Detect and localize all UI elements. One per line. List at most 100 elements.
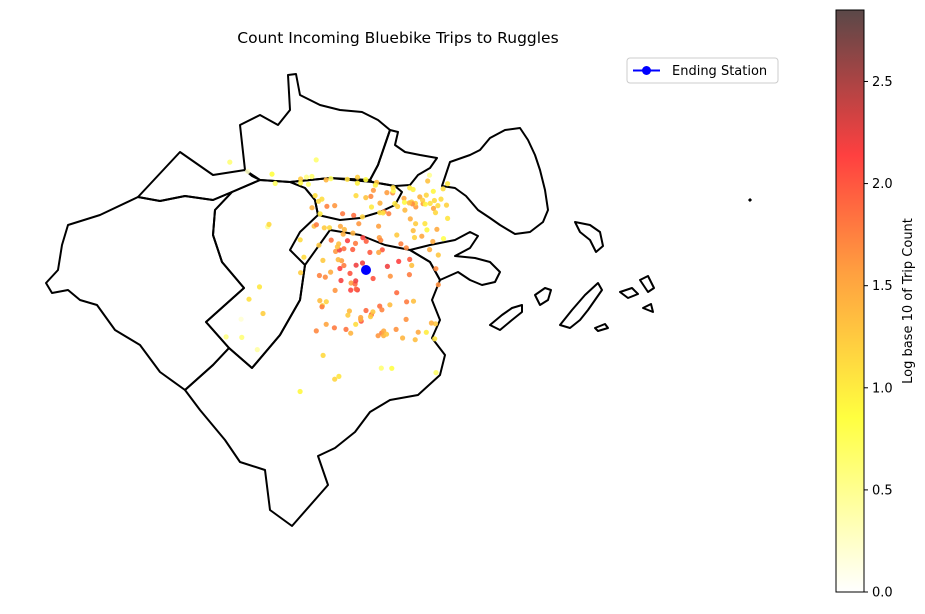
colorbar-ticks: 0.0 0.5 1.0 1.5 2.0 2.5: [864, 75, 893, 601]
station-points: [223, 157, 451, 395]
station-point: [379, 307, 385, 313]
station-point: [379, 247, 385, 253]
station-point: [227, 159, 233, 165]
station-point: [435, 282, 441, 288]
station-point: [440, 186, 446, 192]
station-point: [341, 262, 347, 269]
station-point: [422, 201, 428, 207]
station-point: [297, 237, 303, 243]
station-point: [266, 221, 272, 227]
station-point: [434, 226, 440, 232]
station-point: [383, 331, 390, 337]
station-point: [298, 270, 304, 276]
colorbar-tick-label: 0.0: [872, 586, 893, 601]
station-point: [415, 329, 421, 335]
station-point: [320, 352, 326, 358]
station-point: [433, 266, 439, 272]
station-point: [322, 274, 328, 280]
station-point: [430, 188, 436, 194]
station-point: [359, 214, 365, 220]
legend: Ending Station: [626, 57, 779, 84]
station-point: [372, 182, 378, 188]
boundary-island-2: [559, 282, 603, 329]
station-point: [337, 223, 343, 229]
station-point: [332, 287, 338, 293]
station-point: [353, 278, 359, 284]
station-point: [390, 185, 396, 191]
station-point: [316, 242, 322, 248]
station-point: [272, 180, 278, 186]
station-point: [324, 203, 330, 209]
station-point: [445, 215, 451, 221]
station-point: [423, 329, 429, 335]
colorbar-tick-label: 0.5: [872, 483, 893, 498]
station-point: [333, 248, 339, 254]
station-point: [396, 258, 402, 264]
station-point: [260, 310, 266, 317]
legend-label: Ending Station: [672, 64, 767, 79]
station-point: [256, 284, 263, 290]
station-point: [387, 273, 393, 279]
station-point: [386, 211, 392, 217]
station-point: [384, 263, 390, 269]
station-point: [344, 238, 351, 244]
station-point: [341, 226, 347, 233]
station-point: [303, 174, 310, 180]
station-point: [312, 193, 318, 199]
chart-title: Count Incoming Bluebike Trips to Ruggles: [237, 29, 558, 47]
station-point: [348, 330, 354, 336]
station-point: [340, 211, 346, 217]
colorbar: 0.0 0.5 1.0 1.5 2.0 2.5 Log base 10 of Trip C…: [835, 9, 916, 601]
station-point: [316, 272, 322, 279]
station-point: [370, 309, 376, 315]
station-point: [353, 193, 359, 199]
station-point: [344, 176, 350, 182]
station-point: [328, 176, 334, 182]
station-point: [343, 326, 349, 332]
station-point: [354, 180, 360, 186]
station-point: [239, 334, 245, 340]
station-point: [338, 277, 344, 284]
station-point: [401, 195, 407, 201]
station-point: [398, 241, 404, 247]
station-point: [341, 246, 347, 252]
station-point: [404, 299, 410, 305]
station-point: [337, 265, 343, 272]
station-point: [389, 365, 395, 371]
station-point: [432, 210, 439, 216]
station-point: [347, 270, 353, 276]
station-point: [409, 262, 415, 268]
station-point: [377, 200, 383, 206]
station-point: [427, 200, 433, 206]
station-point: [367, 249, 373, 255]
station-point: [412, 337, 418, 343]
station-point: [298, 176, 304, 182]
station-point: [440, 236, 447, 242]
station-point: [317, 298, 323, 304]
station-point: [336, 373, 342, 379]
station-point: [326, 225, 333, 231]
boundary-island-9: [747, 197, 753, 203]
station-point: [387, 302, 393, 308]
station-point: [428, 320, 434, 326]
station-point: [433, 370, 439, 376]
station-point: [309, 173, 315, 180]
station-point: [401, 199, 408, 205]
station-point: [375, 333, 381, 339]
boundary-east-boston: [441, 127, 549, 235]
station-point: [403, 316, 409, 322]
station-point: [298, 180, 304, 186]
station-point: [368, 204, 375, 210]
station-point: [350, 230, 356, 236]
station-point: [376, 249, 382, 255]
station-point: [352, 240, 359, 246]
station-point: [331, 325, 337, 331]
station-point: [317, 211, 323, 217]
station-point: [363, 177, 369, 183]
station-point: [378, 237, 384, 243]
station-point: [348, 287, 354, 293]
station-point: [269, 171, 275, 177]
boundary-south-boston: [409, 231, 501, 286]
station-point: [309, 205, 315, 211]
